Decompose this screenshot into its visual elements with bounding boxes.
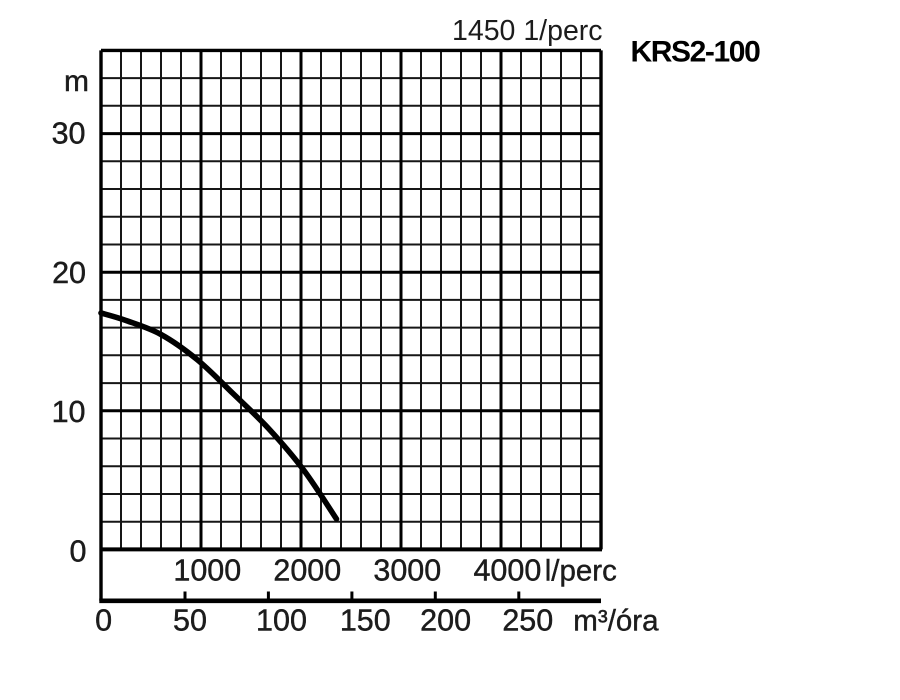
svg-text:KRS2-100: KRS2-100 bbox=[631, 36, 761, 69]
svg-text:250: 250 bbox=[502, 604, 553, 638]
svg-text:1000: 1000 bbox=[173, 554, 241, 588]
svg-text:2000: 2000 bbox=[273, 554, 341, 588]
svg-text:m: m bbox=[64, 65, 89, 98]
svg-text:m³/óra: m³/óra bbox=[573, 605, 659, 638]
svg-text:0: 0 bbox=[70, 535, 87, 569]
svg-text:20: 20 bbox=[52, 256, 86, 290]
svg-text:10: 10 bbox=[52, 395, 86, 429]
svg-text:150: 150 bbox=[340, 604, 391, 638]
svg-text:200: 200 bbox=[420, 604, 471, 638]
svg-text:4000: 4000 bbox=[473, 554, 541, 588]
svg-text:100: 100 bbox=[256, 604, 307, 638]
svg-text:l/perc: l/perc bbox=[545, 555, 617, 588]
svg-text:30: 30 bbox=[52, 117, 86, 151]
svg-text:0: 0 bbox=[95, 604, 112, 638]
svg-text:3000: 3000 bbox=[373, 554, 441, 588]
svg-text:1450 1/perc: 1450 1/perc bbox=[452, 15, 603, 47]
svg-text:50: 50 bbox=[173, 604, 207, 638]
